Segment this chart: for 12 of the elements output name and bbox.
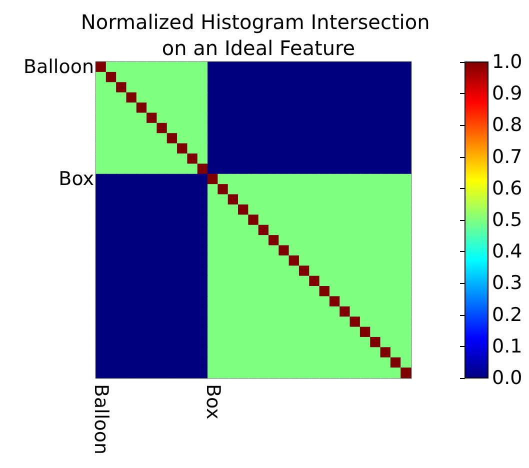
text: 0.0 [492, 367, 522, 389]
color-bar-label: 0.9 [492, 82, 522, 105]
color-bar-label: 0.5 [492, 209, 522, 231]
color-bar-label: 0.8 [492, 114, 522, 136]
color-bar-label: 0.6 [492, 177, 522, 200]
text: 1.0 [492, 51, 522, 73]
color-bar-label: 0.2 [492, 304, 522, 326]
color-bar-label: 0.4 [492, 240, 522, 263]
chart-title: Normalized Histogram Intersection on an Ideal Feature [80, 10, 436, 60]
color-bar-label: 0.7 [492, 146, 522, 168]
color-bar-label: 0.1 [492, 335, 522, 358]
color-bar-label: 0.3 [492, 272, 522, 294]
